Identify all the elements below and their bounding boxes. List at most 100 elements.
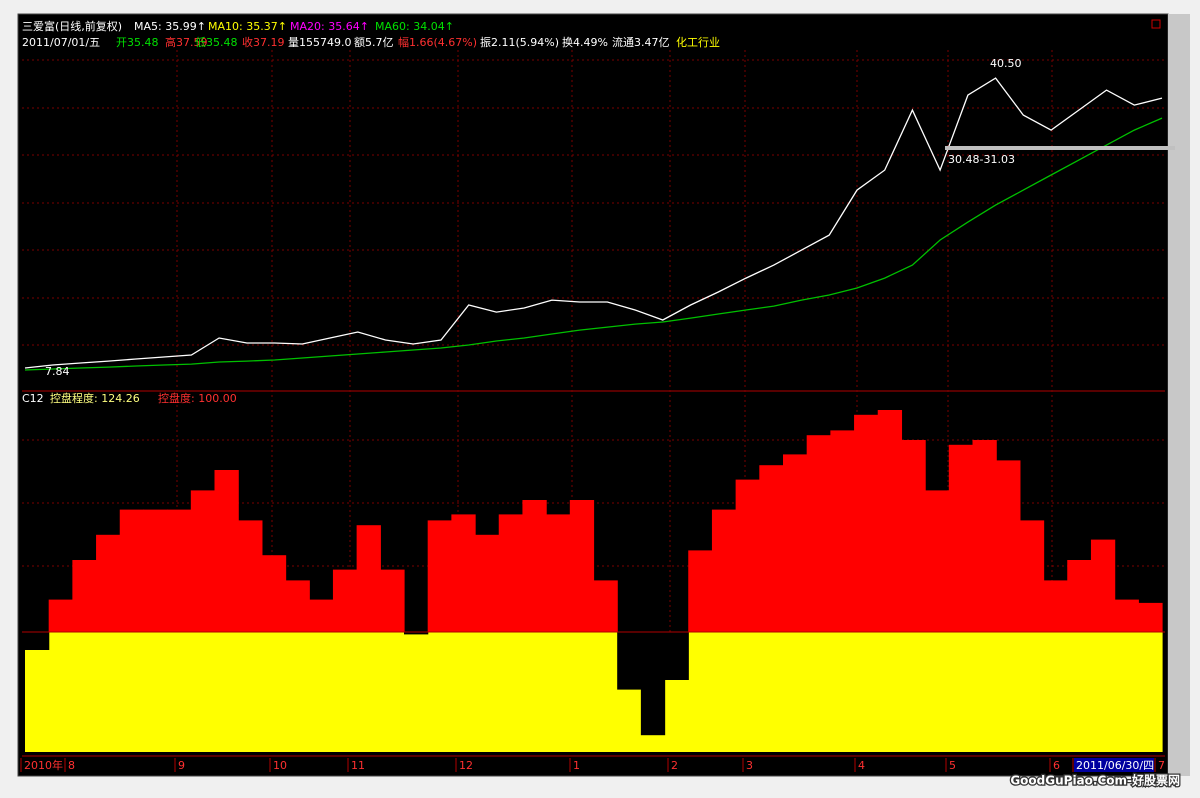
control-bar	[783, 454, 808, 632]
control-bar	[854, 414, 879, 632]
low: 低35.48	[195, 36, 238, 49]
control-bar	[96, 534, 121, 632]
control-bar	[214, 470, 239, 632]
control-bar	[404, 632, 429, 635]
level-bar	[285, 632, 310, 752]
control-bar	[285, 580, 310, 632]
control-bar	[451, 514, 476, 632]
level-bar	[72, 632, 97, 752]
control-bar	[498, 514, 524, 632]
level-bar	[546, 632, 571, 752]
level-bar	[214, 632, 239, 752]
header: 三爱富(日线,前复权) MA5: 35.99↑ MA10: 35.37↑ MA2…	[22, 19, 1181, 789]
level-bar	[1114, 632, 1139, 752]
annotation: 40.50	[990, 57, 1022, 70]
level-bar	[806, 632, 831, 752]
control-bar	[380, 569, 405, 632]
control-bar	[640, 632, 666, 736]
ma60-label: MA60: 34.04↑	[375, 20, 454, 33]
level-bar	[167, 632, 192, 752]
ma5-label: MA5: 35.99↑	[134, 20, 206, 33]
control-bar	[546, 514, 571, 632]
control-bar	[1067, 560, 1092, 632]
x-tick-label: 2011/06/30/四	[1076, 759, 1154, 772]
x-tick-label: 11	[351, 759, 365, 772]
control-bar	[332, 569, 358, 632]
level-bar	[356, 632, 381, 752]
control-bar	[475, 534, 500, 632]
level-bar	[261, 632, 287, 752]
close: 收37.19	[242, 35, 285, 49]
x-axis: 2010年 8 9 10 11 12 1 2 3 4 5 6 2011/06/30/四 7	[20, 758, 1165, 772]
control-bar	[617, 632, 642, 690]
x-tick-label: 1	[573, 759, 580, 772]
level-bar	[427, 632, 452, 752]
level-bar	[25, 632, 50, 752]
x-tick-label: 4	[858, 759, 865, 772]
control-bar	[261, 555, 287, 632]
level-bar	[735, 632, 760, 752]
ma10-label: MA10: 35.37↑	[208, 20, 287, 33]
change: 幅1.66(4.67%)	[398, 36, 477, 49]
level-bar	[522, 632, 547, 752]
x-tick-label: 2010年	[24, 758, 63, 772]
control-bar	[806, 435, 831, 632]
control-bar	[1043, 580, 1068, 632]
level-bar	[1019, 632, 1045, 752]
control-bar	[356, 525, 381, 632]
control-bar	[901, 440, 926, 632]
level-bar	[925, 632, 950, 752]
level-bar	[569, 632, 595, 752]
control-bar	[1019, 520, 1045, 632]
level-bar	[759, 632, 784, 752]
volume: 量155749.0	[288, 36, 352, 49]
ma20-label: MA20: 35.64↑	[290, 20, 369, 33]
x-tick-label: 5	[949, 759, 956, 772]
control-bar	[877, 410, 903, 632]
control-bar	[1114, 599, 1139, 632]
level-bar	[948, 632, 974, 752]
level-bar	[404, 632, 429, 752]
level-bar	[593, 632, 618, 752]
level-bar	[1090, 632, 1116, 752]
control-bar	[1090, 539, 1116, 632]
control-bar	[522, 500, 547, 632]
x-tick-label: 7	[1158, 759, 1165, 772]
level-bar	[451, 632, 476, 752]
level-bar	[48, 632, 73, 752]
level-bar	[830, 632, 855, 752]
x-tick-label: 8	[68, 759, 75, 772]
level-bar	[190, 632, 216, 752]
plots	[22, 77, 1165, 752]
control-bar	[735, 479, 760, 632]
level-bar	[901, 632, 926, 752]
level-bar	[783, 632, 808, 752]
indicator-name: C12	[22, 392, 44, 405]
x-tick-label: 2	[671, 759, 678, 772]
level-bar	[143, 632, 168, 752]
x-tick-label: 10	[273, 759, 287, 772]
level-bar	[688, 632, 713, 752]
date: 2011/07/01/五	[22, 36, 100, 49]
high: 高37.59	[165, 35, 208, 49]
amplitude: 振2.11(5.94%)	[480, 35, 559, 49]
level-bar	[877, 632, 903, 752]
industry: 化工行业	[676, 35, 720, 49]
indicator-legend: 控盘程度: 124.26	[50, 391, 140, 405]
price-line	[24, 117, 1163, 371]
level-bar	[498, 632, 524, 752]
control-bar	[72, 560, 97, 632]
price-line	[24, 77, 1163, 369]
control-bar	[1138, 602, 1163, 632]
level-bar	[1138, 632, 1163, 752]
amount: 额5.7亿	[354, 36, 394, 49]
level-bar	[119, 632, 145, 752]
level-bar	[96, 632, 121, 752]
control-bar	[925, 490, 950, 632]
window-button[interactable]	[1151, 19, 1161, 29]
control-bar	[972, 440, 997, 632]
control-bar	[711, 509, 737, 632]
range-bar	[945, 146, 1175, 150]
indicator-legend: 控盘度: 100.00	[158, 391, 237, 405]
